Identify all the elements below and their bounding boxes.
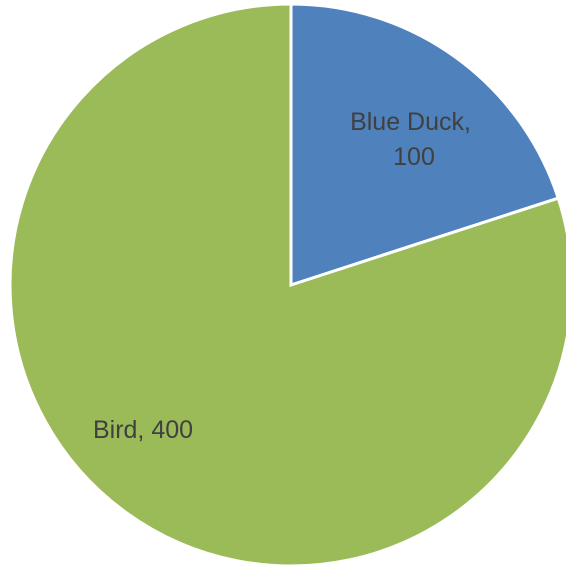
pie-slices <box>8 2 566 565</box>
pie-data-labels: Blue Duck, 100 Bird, 400 <box>93 108 478 444</box>
data-label-blue-duck-line1: Blue Duck, <box>350 108 471 136</box>
data-label-blue-duck-line2: 100 <box>393 143 435 171</box>
pie-slice-bird <box>8 2 566 565</box>
data-label-bird: Bird, 400 <box>93 416 193 444</box>
data-label-blue-duck: Blue Duck, 100 <box>350 108 478 171</box>
data-label-bird-line1: Bird, 400 <box>93 416 193 444</box>
pie-slice-blue-duck <box>289 2 561 288</box>
